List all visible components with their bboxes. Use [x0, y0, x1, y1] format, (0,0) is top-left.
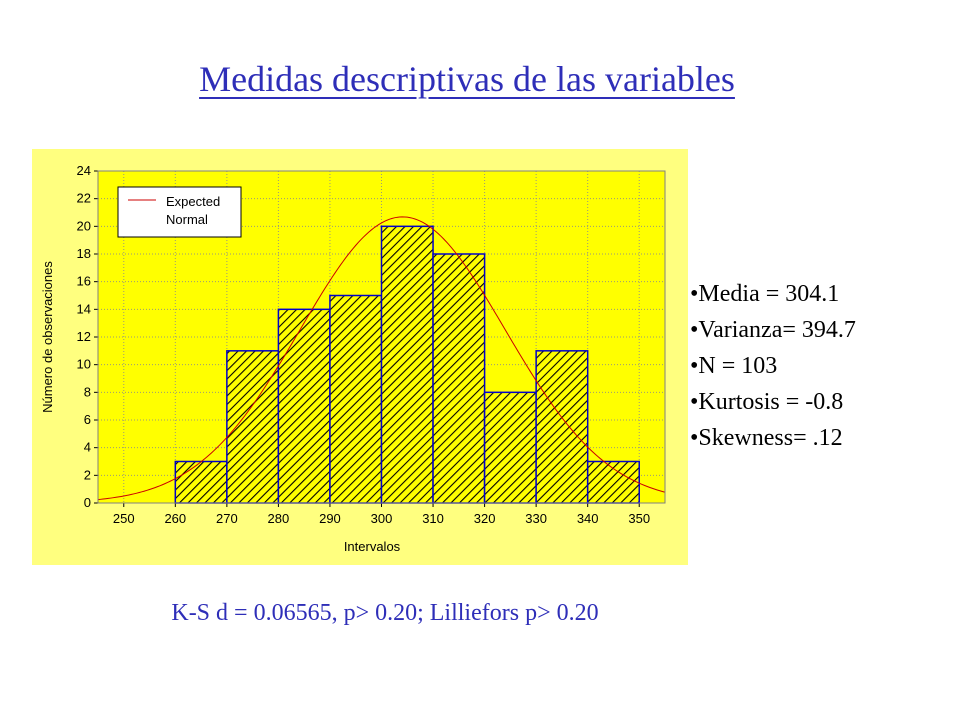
histogram-bar [174, 460, 228, 504]
x-tick-label: 250 [113, 511, 135, 526]
y-tick-label: 2 [84, 467, 91, 482]
histogram-bar [277, 308, 331, 504]
x-axis-label: Intervalos [344, 539, 401, 554]
x-tick-label: 280 [268, 511, 290, 526]
x-tick-label: 320 [474, 511, 496, 526]
legend-entry-normal: Normal [166, 212, 208, 227]
y-tick-label: 14 [77, 301, 91, 316]
histogram-bar [329, 294, 383, 504]
slide-title: Medidas descriptivas de las variables [199, 59, 735, 99]
x-tick-label: 300 [371, 511, 393, 526]
histogram-bar [226, 350, 280, 504]
x-axis: 250 260 270 280 290 300 310 320 330 340 350 [113, 503, 650, 526]
y-tick-label: 8 [84, 384, 91, 399]
x-tick-label: 330 [525, 511, 547, 526]
stat-skewness: Skewness= .12 [690, 420, 856, 456]
histogram-bar [380, 225, 434, 504]
histogram-bar [535, 350, 589, 504]
x-tick-label: 260 [164, 511, 186, 526]
y-tick-label: 10 [77, 357, 91, 372]
y-axis-label: Número de observaciones [40, 261, 55, 413]
expected-normal-curve [97, 216, 666, 501]
y-tick-label: 20 [77, 218, 91, 233]
legend-entry-expected: Expected [166, 194, 220, 209]
y-tick-label: 0 [84, 495, 91, 510]
histogram-bars [174, 225, 640, 504]
y-tick-label: 16 [77, 274, 91, 289]
x-tick-label: 310 [422, 511, 444, 526]
stat-n: N = 103 [690, 348, 856, 384]
y-tick-label: 4 [84, 440, 91, 455]
histogram-bar [483, 391, 537, 504]
legend: Expected Normal [117, 186, 242, 238]
normality-test-result: K-S d = 0.06565, p> 0.20; Lilliefors p> … [171, 600, 599, 626]
histogram-bar [432, 253, 486, 504]
x-tick-label: 340 [577, 511, 599, 526]
histogram-bar [586, 460, 640, 504]
y-tick-label: 6 [84, 412, 91, 427]
descriptive-stats-list: Media = 304.1 Varianza= 394.7 N = 103 Ku… [690, 276, 856, 456]
legend-box [117, 186, 242, 238]
plot-frame [97, 170, 666, 504]
x-tick-label: 290 [319, 511, 341, 526]
stat-media: Media = 304.1 [690, 276, 856, 312]
y-tick-label: 12 [77, 329, 91, 344]
x-tick-label: 270 [216, 511, 238, 526]
x-tick-label: 350 [628, 511, 650, 526]
stat-kurtosis: Kurtosis = -0.8 [690, 384, 856, 420]
y-tick-label: 18 [77, 246, 91, 261]
stat-varianza: Varianza= 394.7 [690, 312, 855, 348]
y-tick-label: 24 [77, 163, 91, 178]
y-tick-label: 22 [77, 191, 91, 206]
